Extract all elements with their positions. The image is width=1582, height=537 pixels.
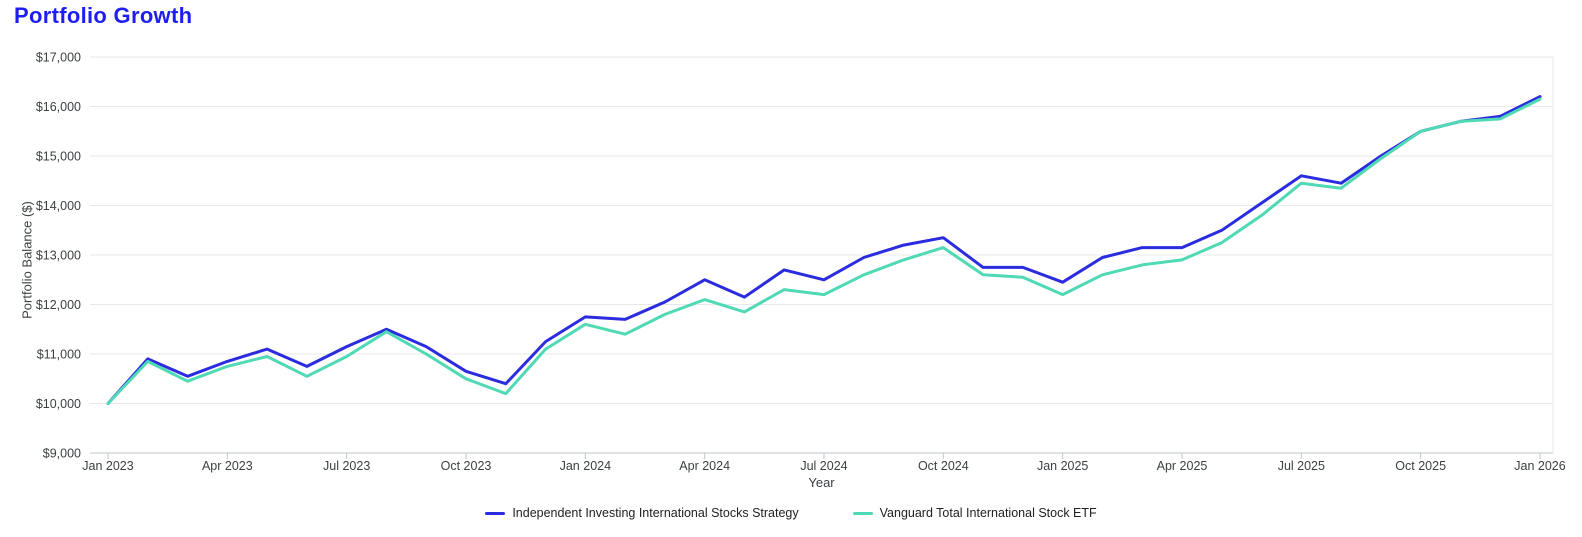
x-tick-label: Jan 2026	[1514, 459, 1565, 473]
legend-item-independent: Independent Investing International Stoc…	[485, 506, 799, 520]
legend-swatch-vanguard	[852, 511, 873, 515]
legend-item-vanguard: Vanguard Total International Stock ETF	[852, 506, 1097, 520]
x-tick-label: Apr 2024	[679, 459, 730, 473]
y-tick-label: $17,000	[36, 51, 81, 65]
x-tick-label: Jan 2025	[1037, 459, 1088, 473]
y-tick-label: $11,000	[37, 348, 81, 362]
legend-swatch-independent	[485, 511, 506, 515]
x-tick-label: Jul 2023	[323, 459, 370, 473]
y-tick-label: $13,000	[36, 249, 81, 263]
chart-title: Portfolio Growth	[14, 3, 193, 28]
legend: Independent Investing International Stoc…	[0, 506, 1582, 520]
y-tick-label: $9,000	[43, 447, 81, 461]
x-tick-label: Oct 2023	[441, 459, 492, 473]
y-tick-label: $14,000	[36, 199, 81, 213]
x-tick-label: Jul 2025	[1278, 459, 1325, 473]
x-tick-label: Apr 2023	[202, 459, 253, 473]
legend-label-independent: Independent Investing International Stoc…	[512, 506, 799, 520]
series-line-1[interactable]	[106, 97, 1542, 405]
legend-label-vanguard: Vanguard Total International Stock ETF	[879, 506, 1097, 520]
x-axis-title: Year	[808, 475, 835, 490]
portfolio-growth-chart[interactable]: Jan 2023 Apr 2023 Jul 2023 Oct 2023 Jan 2024…	[0, 0, 1582, 500]
x-tick-label: Jan 2024	[560, 459, 611, 473]
x-tick-label: Jan 2023	[82, 459, 133, 473]
y-tick-label: $12,000	[36, 298, 81, 312]
x-tick-label: Jul 2024	[800, 459, 847, 473]
y-axis-title: Portfolio Balance ($)	[19, 201, 35, 319]
x-tick-label: Oct 2024	[918, 459, 969, 473]
y-tick-label: $10,000	[36, 397, 81, 411]
x-tick-label: Oct 2025	[1395, 459, 1446, 473]
y-tick-label: $16,000	[36, 100, 81, 114]
x-tick-label: Apr 2025	[1157, 459, 1208, 473]
series-line-0[interactable]	[106, 95, 1542, 405]
y-tick-label: $15,000	[36, 150, 81, 164]
